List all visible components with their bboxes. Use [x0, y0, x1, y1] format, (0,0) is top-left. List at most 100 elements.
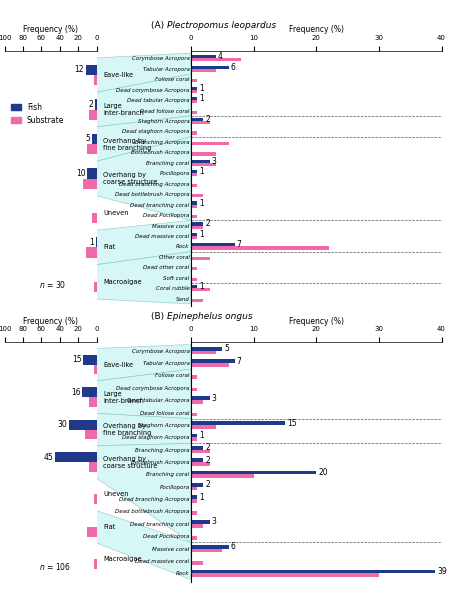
Bar	[190, 285, 197, 288]
Bar	[190, 288, 209, 292]
Text: 15: 15	[72, 355, 81, 364]
Text: Overhang by
coarse structure: Overhang by coarse structure	[103, 455, 157, 469]
Bar	[94, 494, 96, 504]
Text: 12: 12	[74, 65, 84, 74]
Text: Uneven: Uneven	[103, 491, 129, 497]
Bar	[190, 299, 203, 302]
Bar	[94, 365, 96, 374]
Bar	[190, 496, 197, 499]
Bar	[190, 376, 197, 379]
Text: 15: 15	[286, 419, 296, 428]
Bar	[94, 559, 96, 569]
X-axis label: Frequency (%): Frequency (%)	[23, 317, 78, 325]
Text: 1: 1	[199, 493, 203, 502]
Bar	[190, 233, 197, 236]
Text: Overhang by
fine branching: Overhang by fine branching	[103, 137, 151, 151]
Text: 2: 2	[205, 481, 210, 490]
Text: 1: 1	[199, 199, 203, 208]
Bar	[190, 223, 203, 226]
Text: 1: 1	[90, 238, 94, 247]
Bar	[95, 99, 96, 110]
Bar	[190, 434, 197, 437]
Text: $n$ = 106: $n$ = 106	[39, 561, 71, 572]
Text: 1: 1	[199, 83, 203, 92]
Text: (A): (A)	[151, 21, 166, 30]
Bar	[190, 413, 197, 416]
Bar	[190, 425, 216, 428]
Bar	[92, 134, 96, 144]
Bar	[190, 184, 197, 187]
Bar	[190, 363, 228, 367]
Bar	[190, 163, 216, 166]
Text: 2: 2	[89, 100, 93, 109]
Text: Flat: Flat	[103, 524, 116, 530]
Bar	[190, 152, 216, 155]
Bar	[87, 168, 96, 179]
Bar	[190, 499, 197, 503]
Text: 2: 2	[205, 220, 210, 229]
Bar	[190, 69, 216, 72]
Text: 39: 39	[436, 567, 446, 576]
Bar	[82, 388, 96, 397]
Text: 1: 1	[199, 230, 203, 239]
Bar	[83, 179, 96, 189]
Bar	[190, 449, 209, 454]
Text: Macroalgae: Macroalgae	[103, 556, 142, 562]
Text: Macroalgae: Macroalgae	[103, 279, 142, 285]
Bar	[190, 257, 209, 260]
Bar	[190, 58, 241, 61]
Bar	[190, 462, 209, 466]
Text: 1: 1	[199, 94, 203, 103]
Bar	[190, 545, 228, 548]
Text: 4: 4	[218, 52, 222, 61]
Text: 20: 20	[318, 468, 327, 477]
Bar	[190, 520, 209, 524]
Bar	[89, 397, 96, 407]
Bar	[190, 215, 197, 218]
Text: Overhang by
fine branching: Overhang by fine branching	[103, 423, 151, 436]
Bar	[87, 144, 96, 154]
Text: Eave-like: Eave-like	[103, 72, 133, 78]
Text: Flat: Flat	[103, 244, 116, 250]
Bar	[190, 55, 216, 58]
Text: 5: 5	[224, 344, 229, 353]
Text: 1: 1	[199, 167, 203, 176]
X-axis label: Frequency (%): Frequency (%)	[288, 317, 343, 325]
Bar	[190, 470, 316, 475]
Bar	[94, 282, 96, 292]
Bar	[190, 397, 209, 400]
Bar	[95, 237, 96, 247]
Bar	[190, 226, 203, 229]
Text: 2: 2	[205, 115, 210, 124]
Bar	[190, 561, 203, 565]
Bar	[190, 170, 197, 173]
Bar	[84, 430, 96, 439]
Text: Overhang by
coarse structure: Overhang by coarse structure	[103, 172, 157, 185]
Text: Epinephelus ongus: Epinephelus ongus	[166, 312, 252, 321]
Bar	[190, 388, 197, 391]
Bar	[87, 527, 96, 536]
Bar	[190, 446, 203, 449]
Text: 3: 3	[211, 517, 216, 527]
Bar	[190, 118, 203, 121]
Text: 5: 5	[85, 134, 90, 143]
Text: 7: 7	[236, 241, 241, 250]
Text: Uneven: Uneven	[103, 210, 129, 216]
Bar	[190, 194, 203, 197]
Text: Large
inter-branch: Large inter-branch	[103, 391, 144, 404]
Text: 45: 45	[44, 452, 54, 461]
Bar	[190, 160, 209, 163]
Bar	[85, 65, 96, 75]
Bar	[190, 437, 197, 441]
Bar	[190, 458, 203, 462]
Legend: Fish, Substrate: Fish, Substrate	[8, 100, 67, 128]
Bar	[190, 131, 197, 134]
Text: 3: 3	[211, 394, 216, 403]
Bar	[190, 268, 197, 271]
Text: Large
inter-branch: Large inter-branch	[103, 103, 144, 116]
Bar	[190, 548, 222, 553]
Text: 7: 7	[236, 356, 241, 365]
Text: Plectropomus leopardus: Plectropomus leopardus	[166, 21, 275, 30]
Bar	[85, 247, 96, 258]
Bar	[190, 205, 197, 208]
